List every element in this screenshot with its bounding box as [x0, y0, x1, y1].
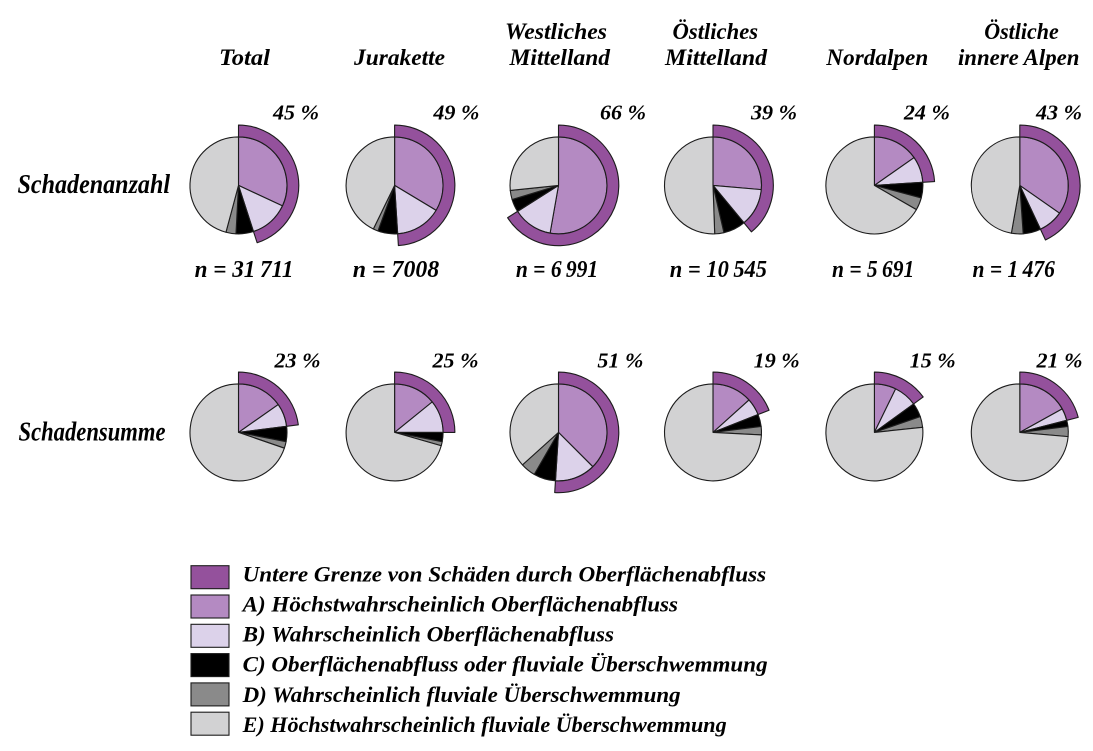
svg-text:51 %: 51 %	[597, 348, 643, 372]
svg-text:19 %: 19 %	[754, 348, 800, 372]
svg-text:n = 1 476: n = 1 476	[973, 257, 1055, 283]
svg-text:45 %: 45 %	[272, 101, 319, 125]
svg-text:Untere Grenze von Schäden durc: Untere Grenze von Schäden durch Oberfläc…	[243, 561, 767, 586]
svg-text:39 %: 39 %	[750, 101, 797, 125]
svg-text:Östliche: Östliche	[984, 19, 1059, 44]
svg-text:A) Höchstwahrscheinlich Oberfl: A) Höchstwahrscheinlich Oberflächenabflu…	[241, 592, 678, 617]
svg-text:n = 5 691: n = 5 691	[832, 257, 914, 283]
svg-text:E) Höchstwahrscheinlich fluvia: E) Höchstwahrscheinlich fluviale Übersch…	[242, 712, 727, 737]
svg-text:Schadenanzahl: Schadenanzahl	[18, 169, 171, 199]
svg-text:Schadensumme: Schadensumme	[19, 417, 166, 447]
svg-text:15 %: 15 %	[910, 348, 956, 372]
svg-text:Westliches: Westliches	[505, 19, 607, 44]
svg-text:n = 7008: n = 7008	[353, 257, 439, 283]
svg-text:Nordalpen: Nordalpen	[825, 45, 928, 70]
svg-text:n = 10 545: n = 10 545	[670, 257, 767, 283]
svg-text:21 %: 21 %	[1035, 348, 1082, 372]
svg-text:C) Oberflächenabfluss oder flu: C) Oberflächenabfluss oder fluviale Über…	[243, 652, 768, 677]
svg-text:n = 6 991: n = 6 991	[516, 257, 598, 283]
svg-text:n = 31 711: n = 31 711	[195, 257, 294, 283]
svg-text:D) Wahrscheinlich fluviale Übe: D) Wahrscheinlich fluviale Überschwemmun…	[242, 682, 681, 707]
svg-text:Total: Total	[219, 45, 271, 70]
svg-text:66 %: 66 %	[600, 101, 646, 125]
svg-text:B) Wahrscheinlich Oberflächena: B) Wahrscheinlich Oberflächenabfluss	[242, 622, 614, 647]
svg-text:Östliches: Östliches	[673, 19, 759, 44]
svg-text:23 %: 23 %	[273, 348, 320, 372]
svg-text:Mittelland: Mittelland	[664, 45, 768, 70]
svg-text:24 %: 24 %	[903, 101, 950, 125]
svg-text:25 %: 25 %	[431, 348, 478, 372]
svg-text:Mittelland: Mittelland	[509, 45, 611, 70]
svg-text:innere Alpen: innere Alpen	[958, 45, 1080, 70]
svg-text:43 %: 43 %	[1035, 101, 1082, 125]
svg-text:49 %: 49 %	[432, 101, 479, 125]
svg-text:Jurakette: Jurakette	[353, 45, 445, 70]
